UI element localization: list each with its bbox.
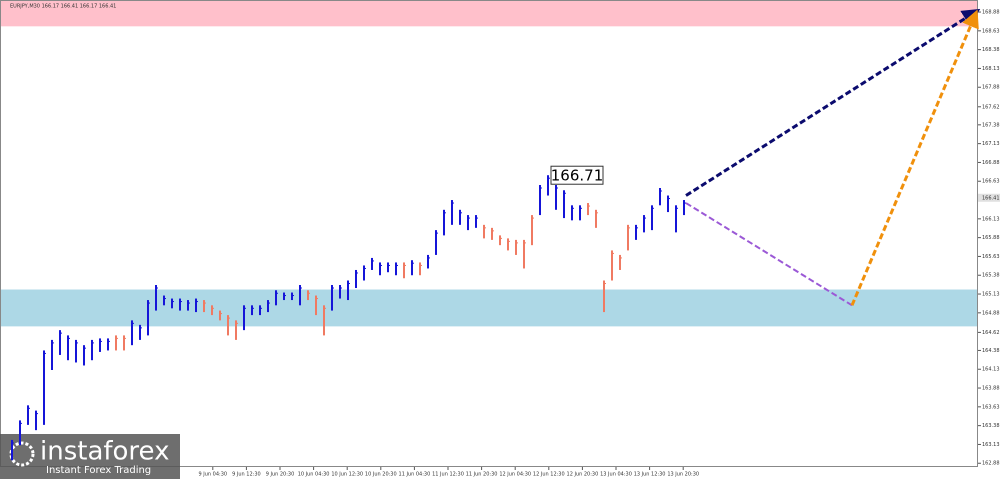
- x-tick-label: 12 Jun 04:30: [499, 472, 531, 478]
- y-tick-label: 165.38: [982, 273, 1000, 279]
- x-tick-label: 12 Jun 20:30: [567, 472, 599, 478]
- x-tick-label: 11 Jun 20:30: [466, 472, 498, 478]
- y-tick-label: 163.63: [982, 404, 1000, 410]
- plot-frame: [0, 0, 978, 467]
- y-tick-label: 162.88: [982, 461, 1000, 467]
- x-tick-label: 9 Jun 12:30: [232, 472, 261, 478]
- forecast-line: [850, 9, 979, 306]
- y-tick-label: 164.88: [982, 310, 1000, 316]
- y-tick-label: 165.13: [982, 292, 1000, 298]
- x-tick-label: 13 Jun 20:30: [667, 472, 699, 478]
- x-tick-label: 13 Jun 12:30: [634, 472, 666, 478]
- current-price-box: [978, 193, 1000, 202]
- brand: instaforex: [40, 437, 169, 467]
- x-tick-label: 10 Jun 04:30: [298, 472, 330, 478]
- y-tick-label: 166.88: [982, 160, 1000, 166]
- x-tick-label: 11 Jun 04:30: [399, 472, 431, 478]
- forecast-line: [685, 202, 853, 307]
- x-tick-label: 9 Jun 04:30: [199, 472, 228, 478]
- logo: instaforex Instant Forex Trading: [0, 434, 180, 479]
- zone: [0, 289, 978, 327]
- y-tick-label: 163.38: [982, 423, 1000, 429]
- zone: [0, 0, 978, 27]
- tagline: Instant Forex Trading: [46, 465, 151, 476]
- x-tick-label: 13 Jun 04:30: [600, 472, 632, 478]
- y-tick-label: 167.13: [982, 141, 1000, 147]
- y-tick-label: 165.88: [982, 235, 1000, 241]
- y-tick-label: 167.38: [982, 122, 1000, 128]
- y-tick-label: 166.63: [982, 179, 1000, 185]
- y-tick-label: 168.63: [982, 28, 1000, 34]
- symbol-header: EURJPY,M30 166.17 166.41 166.17 166.41: [10, 4, 116, 10]
- y-tick-label: 163.13: [982, 442, 1000, 448]
- x-tick-label: 11 Jun 12:30: [432, 472, 464, 478]
- current-price-label: 166.41: [982, 195, 1000, 201]
- y-tick-label: 168.88: [982, 10, 1000, 16]
- y-tick-label: 164.62: [982, 330, 1000, 336]
- y-tick-label: 163.88: [982, 386, 1000, 392]
- peak-box: [550, 165, 604, 185]
- y-tick-label: 168.13: [982, 66, 1000, 72]
- x-tick-label: 9 Jun 20:30: [266, 472, 295, 478]
- x-tick-label: 10 Jun 20:30: [365, 472, 397, 478]
- peak-label: 166.71: [551, 167, 604, 185]
- x-tick-label: 10 Jun 12:30: [331, 472, 363, 478]
- logo-icon: [9, 441, 35, 467]
- y-tick-label: 165.63: [982, 254, 1000, 260]
- y-tick-label: 168.38: [982, 47, 1000, 53]
- y-tick-label: 164.38: [982, 348, 1000, 354]
- y-tick-label: 164.13: [982, 367, 1000, 373]
- forecast-line: [685, 8, 981, 197]
- y-tick-label: 166.13: [982, 216, 1000, 222]
- x-tick-label: 12 Jun 12:30: [533, 472, 565, 478]
- logo-box: [0, 434, 180, 479]
- y-tick-label: 167.62: [982, 104, 1000, 110]
- y-tick-label: 167.88: [982, 85, 1000, 91]
